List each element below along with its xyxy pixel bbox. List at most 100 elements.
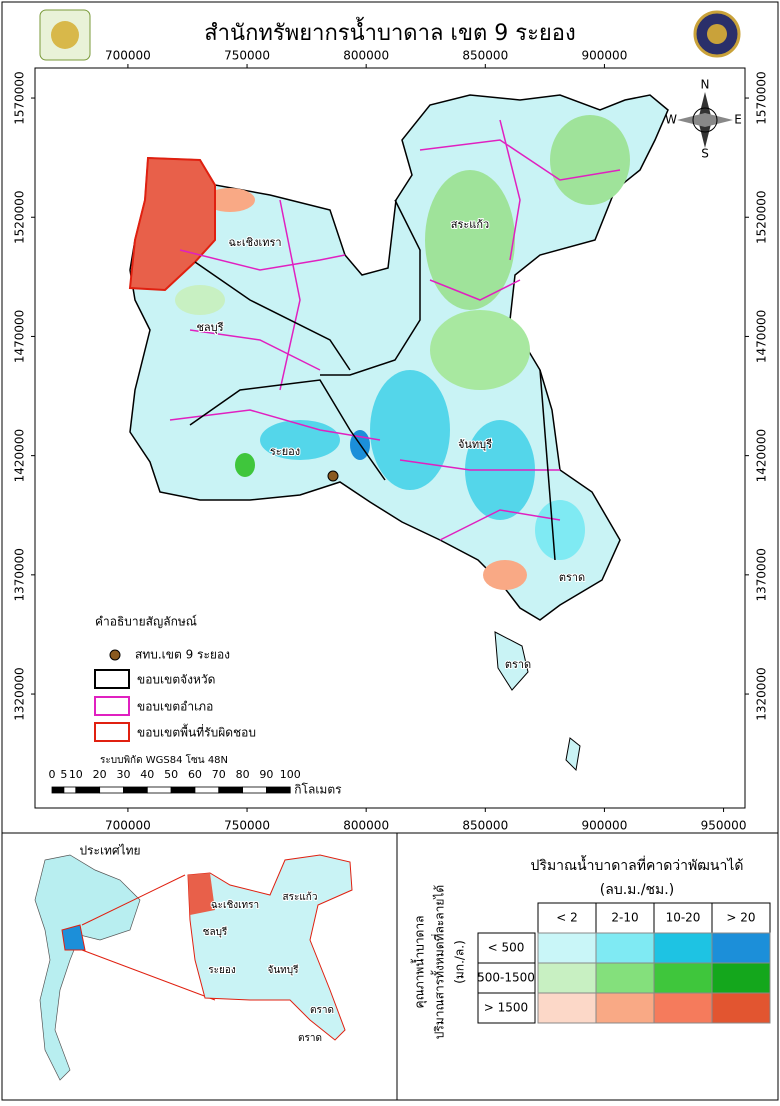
scale-segment	[218, 786, 244, 794]
row-header-cell	[477, 992, 536, 1024]
column-header: > 20	[726, 911, 755, 925]
column-header-cell	[711, 902, 771, 934]
x-tick-label: 750000	[224, 49, 270, 63]
color-cell	[653, 962, 713, 994]
scale-segment	[123, 786, 148, 794]
y-tick-label: 1420000	[755, 429, 769, 482]
y-tick-label: 1320000	[13, 667, 27, 720]
color-cell	[711, 962, 771, 994]
province-lines	[189, 199, 556, 561]
color-cell	[595, 962, 655, 994]
district-lines	[169, 119, 621, 541]
x-tick-label: 700000	[105, 819, 151, 833]
inset-title: ประเทศไทย	[79, 844, 140, 858]
x-tick-label: 800000	[343, 49, 389, 63]
logo-left	[39, 9, 91, 61]
scale-label: 30	[116, 768, 130, 781]
y-tick-label: 1370000	[755, 548, 769, 601]
y-tick-label: 1570000	[755, 71, 769, 124]
row-title: คุณภาพน้ำบาดาล	[411, 916, 428, 1009]
row-header-cell	[477, 962, 536, 994]
column-header-cell	[537, 902, 597, 934]
inset-label: ชลบุรี	[203, 926, 228, 938]
scale-label: 50	[164, 768, 178, 781]
scale-segment	[51, 786, 65, 794]
matrix-title: ปริมาณน้ำบาดาลที่คาดว่าพัฒนาได้	[531, 855, 744, 874]
inset-label: ระยอง	[208, 965, 236, 976]
matrix-unit: (ลบ.ม./ชม.)	[600, 882, 674, 898]
y-tick-label: 1520000	[755, 191, 769, 244]
place-label: สระแก้ว	[451, 218, 489, 231]
legend-swatch	[94, 669, 130, 689]
legend-item: สทบ.เขต 9 ระยอง	[135, 648, 230, 662]
inset-label: ฉะเชิงเทรา	[211, 900, 259, 911]
legend-item: ขอบเขตจังหวัด	[137, 673, 215, 687]
logo-right	[693, 10, 741, 58]
inset-line	[81, 874, 186, 926]
inset-label: ตราด	[310, 1005, 334, 1016]
scale-label: 80	[236, 768, 250, 781]
inset-label: ตราด	[298, 1033, 322, 1044]
y-tick-label: 1570000	[13, 71, 27, 124]
x-tick-label: 700000	[105, 49, 151, 63]
x-tick-label: 850000	[462, 819, 508, 833]
scale-label: 90	[259, 768, 273, 781]
inset-responsibility	[188, 873, 215, 915]
groundwater-patches	[175, 115, 630, 590]
scale-label: 100	[280, 768, 301, 781]
inset-region	[187, 854, 353, 1041]
row-header: < 500	[488, 941, 525, 955]
scale-segment	[170, 786, 196, 794]
inset-focus	[61, 924, 86, 951]
compass-e: E	[734, 113, 742, 127]
legend-title: คำอธิบายสัญลักษณ์	[95, 615, 197, 629]
office-symbol	[327, 470, 339, 482]
y-tick-label: 1420000	[13, 429, 27, 482]
compass-s: S	[701, 147, 709, 161]
x-tick-label: 800000	[343, 819, 389, 833]
scale-label: 0	[49, 768, 56, 781]
color-cell	[653, 992, 713, 1024]
x-tick-label: 850000	[462, 49, 508, 63]
place-label: ชลบุรี	[196, 321, 223, 334]
color-cell	[537, 992, 597, 1024]
inset: ประเทศไทย ฉะเชิงเทรา สระแก้ว ชลบุรี ระยอ…	[34, 844, 353, 1081]
legend-symbol	[109, 649, 121, 661]
inset-label: จันทบุรี	[267, 964, 299, 976]
y-tick-label: 1370000	[13, 548, 27, 601]
scale-label: 70	[212, 768, 226, 781]
region	[129, 94, 669, 621]
row-header: 500-1500	[477, 971, 535, 985]
scale-unit: กิโลเมตร	[294, 783, 342, 797]
y-tick-label: 1520000	[13, 191, 27, 244]
x-tick-label: 900000	[582, 819, 628, 833]
y-tick-label: 1470000	[755, 310, 769, 363]
thailand	[34, 854, 141, 1081]
row-title: (มก./ล.)	[453, 940, 467, 984]
compass-n: N	[701, 78, 710, 92]
scale-label: 10	[69, 768, 83, 781]
scale-bar: 0 5 10 20 30 40 50 60 70 80 90 100 กิโลเมตร	[49, 768, 343, 797]
x-tick-label: 950000	[701, 819, 747, 833]
crs: ระบบพิกัด WGS84 โซน 48N	[100, 753, 228, 766]
place-label: ตราด	[559, 571, 585, 584]
color-cell	[653, 932, 713, 964]
compass: N E S W	[665, 78, 742, 161]
row-header-cell	[477, 932, 536, 964]
y-tick-label: 1320000	[755, 667, 769, 720]
place-label: จันทบุรี	[458, 438, 492, 451]
scale-segment	[99, 786, 124, 794]
y-tick-label: 1470000	[13, 310, 27, 363]
scale-segment	[194, 786, 220, 794]
legend-swatch	[94, 696, 130, 716]
scale-segment	[146, 786, 172, 794]
color-cell	[537, 962, 597, 994]
island	[494, 631, 529, 691]
row-header: > 1500	[484, 1001, 528, 1015]
row-title: ปริมาณสารทั้งหมดที่ละลายได้	[431, 885, 447, 1039]
x-tick-label: 900000	[582, 49, 628, 63]
scale-label: 60	[188, 768, 202, 781]
scale-segment	[242, 786, 267, 794]
inset-line	[81, 949, 216, 1001]
